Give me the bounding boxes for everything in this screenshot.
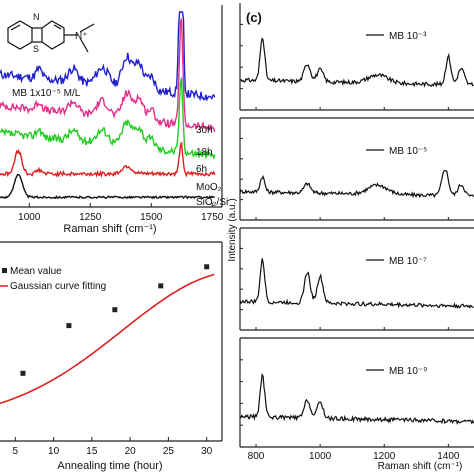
panel-b-x-tick-label: 25 <box>163 446 175 457</box>
legend-mean-marker <box>2 268 7 273</box>
panel-a-x-tick-label: 1750 <box>201 212 224 223</box>
nitrogen-atom-label: N <box>33 12 40 22</box>
panel-c-subplot: MB 10⁻⁹ <box>239 337 474 448</box>
panel-c-subplot: MB 10⁻⁷ <box>239 227 474 331</box>
panel-c-x-tick-label: 1200 <box>373 451 396 462</box>
panel-a-x-tick-label: 1500 <box>140 212 163 223</box>
panel-c-legend-label: MB 10⁻⁷ <box>389 256 427 267</box>
panel-c-legend-label: MB 10⁻⁹ <box>389 366 427 377</box>
panel-b-points <box>20 264 210 376</box>
panel-c-x-tick-label: 1000 <box>309 451 332 462</box>
panel-c-subplots: MB 10⁻³ MB 10⁻⁵ MB 10⁻⁷ MB 10⁻⁹ <box>239 3 474 448</box>
methylene-blue-structure-icon <box>7 20 95 53</box>
panel-a-series-label: 18h <box>196 147 213 158</box>
panel-a-spectra <box>0 11 216 200</box>
panel-c-spectrum-line <box>239 372 474 425</box>
panel-c-x-tick-label: 1400 <box>437 451 460 462</box>
panel-a-x-ticks: 1000 1250 1500 1750 <box>18 203 224 223</box>
panel-a-series-label: 30h <box>196 125 213 136</box>
panel-b-x-tick-label: 10 <box>48 446 60 457</box>
gaussian-fit-curve <box>0 273 215 405</box>
panel-c-y-axis-label: Intensity (a.u.) <box>227 198 238 261</box>
panel-c-legend-label: MB 10⁻⁵ <box>389 146 427 157</box>
panel-b-x-tick-label: 30 <box>201 446 213 457</box>
panel-c-x-axis-label: Raman shift (cm⁻¹) <box>378 461 463 472</box>
panel-a-series-label: SiO₂/Si <box>196 197 228 208</box>
panel-a-series-label: MoO₂ <box>196 182 222 193</box>
legend-fit-label: Gaussian curve fitting <box>10 281 106 292</box>
panel-b-x-tick-label: 5 <box>13 446 19 457</box>
panel-a-x-axis-label: Raman shift (cm⁻¹) <box>63 223 156 235</box>
ammonium-label: N⁺ <box>75 31 88 42</box>
panel-c-spectrum-line <box>239 169 474 199</box>
panel-a-series-line <box>0 142 216 178</box>
panel-a-series-line <box>0 11 216 102</box>
panel-c-spectrum-line <box>239 258 474 310</box>
panel-b: Mean value Gaussian curve fitting 5 10 15 2… <box>0 241 223 472</box>
panel-b-x-ticks: 5 10 15 20 25 30 <box>13 437 213 457</box>
panel-a-x-tick-label: 1000 <box>18 212 41 223</box>
panel-c: (c) Intensity (a.u.) MB 10⁻³MB 10⁻⁵MB 10… <box>227 3 474 472</box>
panel-a: S N N⁺ MB 1x10⁻⁵ M/L 1000 1250 1500 1750 30… <box>0 5 228 235</box>
panel-b-data-point <box>66 323 72 329</box>
panel-b-x-tick-label: 20 <box>125 446 137 457</box>
panel-c-x-tick-label: 800 <box>248 451 265 462</box>
panel-a-series-line <box>0 173 215 200</box>
panel-b-data-point <box>204 264 210 270</box>
panel-c-subplot: MB 10⁻³ <box>239 3 474 111</box>
panel-a-series-line <box>0 18 216 132</box>
panel-b-data-point <box>158 283 164 289</box>
panel-c-subplot: MB 10⁻⁵ <box>239 117 474 221</box>
panel-c-spectrum-line <box>239 37 474 88</box>
molecule-concentration-label: MB 1x10⁻⁵ M/L <box>12 88 81 99</box>
legend-mean-label: Mean value <box>10 266 62 277</box>
panel-a-series-labels: 30h 18h 6h MoO₂ SiO₂/Si <box>196 125 228 208</box>
panel-a-series-label: 6h <box>196 164 207 175</box>
panel-b-x-tick-label: 15 <box>86 446 98 457</box>
panel-a-x-tick-label: 1250 <box>79 212 102 223</box>
panel-b-x-axis-label: Annealing time (hour) <box>57 460 162 472</box>
panel-c-label: (c) <box>246 10 262 25</box>
panel-c-x-ticks: 800 1000 1200 1400 <box>248 451 460 462</box>
panel-a-series-line <box>0 77 216 161</box>
panel-b-data-point <box>112 307 118 313</box>
panel-b-data-point <box>20 370 26 376</box>
sulfur-atom-label: S <box>33 44 39 54</box>
panel-c-legend-label: MB 10⁻³ <box>389 31 427 42</box>
